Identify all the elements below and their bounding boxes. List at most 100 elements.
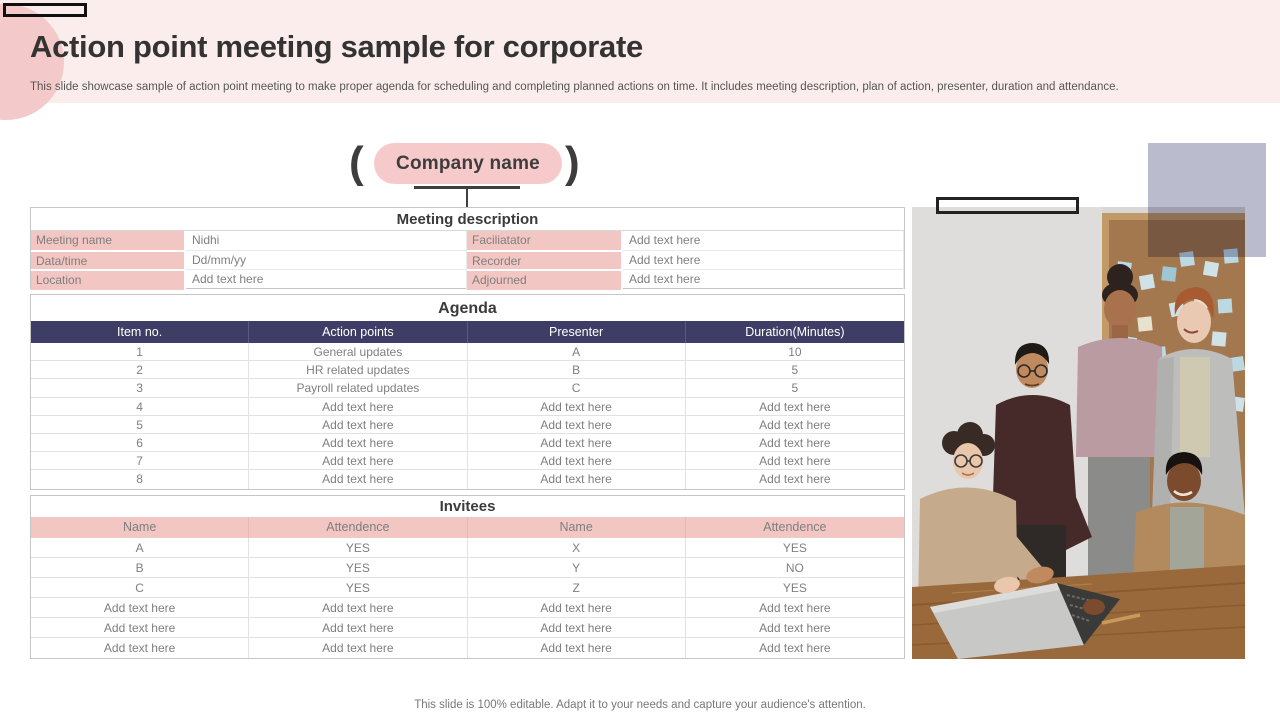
cell[interactable]: Add text here	[249, 470, 468, 489]
lavender-overlay-square	[1148, 143, 1266, 257]
agenda-column-header-row: Item no. Action points Presenter Duratio…	[31, 321, 904, 343]
cell[interactable]: Add text here	[759, 454, 831, 469]
table-row: C YES Z YES	[31, 577, 904, 598]
company-name-placeholder[interactable]: Company name	[374, 143, 562, 184]
table-row: 8 Add text here Add text here Add text h…	[31, 470, 904, 489]
cell: Y	[468, 557, 686, 578]
md-label: Recorder	[467, 250, 623, 271]
column-header: Name	[31, 516, 250, 538]
cell[interactable]: Add text here	[468, 617, 686, 638]
cell: 2	[31, 361, 250, 380]
cell[interactable]: Add text here	[31, 617, 250, 638]
cell[interactable]: Add text here	[468, 452, 686, 471]
table-row: A YES X YES	[31, 537, 904, 558]
cell[interactable]: Add text here	[759, 600, 831, 615]
cell: C	[31, 577, 250, 598]
table-row: B YES Y NO	[31, 557, 904, 578]
column-header: Name	[468, 516, 686, 538]
cell: A	[468, 343, 686, 362]
cell: B	[468, 361, 686, 380]
md-value[interactable]: Add text here	[186, 269, 467, 290]
cell: YES	[249, 557, 468, 578]
table-row: 3 Payroll related updates C 5	[31, 379, 904, 398]
cell[interactable]: Add text here	[249, 415, 468, 434]
cell[interactable]: Add text here	[468, 637, 686, 659]
cell[interactable]: Add text here	[249, 597, 468, 618]
table-row: 1 General updates A 10	[31, 343, 904, 362]
md-value[interactable]: Add text here	[623, 269, 904, 290]
cell: 3	[31, 379, 250, 398]
md-label: Location	[31, 269, 186, 290]
connector-vertical-line	[466, 186, 468, 208]
team-photo	[912, 207, 1245, 659]
invitees-section: Invitees Name Attendence Name Attendence…	[30, 494, 905, 660]
meeting-description-section: Meeting description Meeting name Nidhi F…	[30, 207, 905, 290]
cell: X	[468, 537, 686, 558]
page-title: Action point meeting sample for corporat…	[30, 29, 643, 64]
footer-note: This slide is 100% editable. Adapt it to…	[414, 699, 866, 711]
column-header: Attendence	[763, 519, 827, 534]
table-row: 5 Add text here Add text here Add text h…	[31, 415, 904, 434]
cell: Payroll related updates	[249, 379, 468, 398]
cell: 5	[791, 381, 799, 396]
agenda-header: Agenda	[438, 300, 497, 317]
cell[interactable]: Add text here	[759, 472, 831, 487]
cell[interactable]: Add text here	[249, 433, 468, 453]
cell[interactable]: Add text here	[31, 637, 250, 659]
cell: YES	[782, 540, 807, 555]
cell: 10	[788, 345, 802, 359]
md-label: Data/time	[31, 250, 186, 271]
table-row: 7 Add text here Add text here Add text h…	[31, 452, 904, 471]
cell: NO	[785, 560, 804, 575]
cell: 5	[31, 415, 250, 434]
left-parenthesis: (	[349, 138, 364, 187]
column-header: Duration(Minutes)	[745, 325, 845, 339]
cell[interactable]: Add text here	[249, 637, 468, 659]
cell: General updates	[249, 343, 468, 362]
header-band	[0, 0, 1280, 103]
tables-container: Meeting description Meeting name Nidhi F…	[30, 207, 905, 660]
laptop	[930, 583, 1120, 659]
md-value[interactable]: Add text here	[623, 250, 904, 271]
cell: 5	[791, 363, 799, 378]
cell[interactable]: Add text here	[468, 415, 686, 434]
cell[interactable]: Add text here	[468, 433, 686, 453]
cell[interactable]: Add text here	[759, 399, 831, 414]
column-header: Item no.	[31, 321, 250, 343]
cell: C	[468, 379, 686, 398]
cell[interactable]: Add text here	[468, 597, 686, 618]
cell[interactable]: Add text here	[31, 597, 250, 618]
team-photo-illustration	[912, 207, 1245, 659]
cell[interactable]: Add text here	[249, 397, 468, 416]
cell: YES	[249, 537, 468, 558]
cell: 7	[31, 452, 250, 471]
cell: 4	[31, 397, 250, 416]
table-row: Add text here Add text here Add text her…	[31, 637, 904, 659]
cell: HR related updates	[249, 361, 468, 380]
table-row: 4 Add text here Add text here Add text h…	[31, 397, 904, 416]
top-left-outline-rect	[3, 3, 87, 17]
table-row: Data/time Dd/mm/yy Recorder Add text her…	[31, 250, 904, 271]
cell[interactable]: Add text here	[759, 417, 831, 432]
cell[interactable]: Add text here	[468, 397, 686, 416]
photo-outline-rect	[936, 197, 1079, 214]
cell[interactable]: Add text here	[759, 435, 831, 450]
cell: 8	[31, 470, 250, 489]
table-row: 2 HR related updates B 5	[31, 361, 904, 380]
cell[interactable]: Add text here	[468, 470, 686, 489]
column-header: Presenter	[468, 321, 686, 343]
cell[interactable]: Add text here	[249, 452, 468, 471]
table-row: Add text here Add text here Add text her…	[31, 597, 904, 618]
md-value: Nidhi	[186, 231, 467, 250]
md-value[interactable]: Add text here	[623, 231, 904, 250]
cell: 6	[31, 433, 250, 453]
cell[interactable]: Add text here	[249, 617, 468, 638]
table-row: Add text here Add text here Add text her…	[31, 617, 904, 638]
cell: B	[31, 557, 250, 578]
meeting-description-header: Meeting description	[31, 208, 904, 231]
person-curly-woman	[918, 422, 1042, 607]
cell[interactable]: Add text here	[759, 640, 831, 655]
table-row: Location Add text here Adjourned Add tex…	[31, 269, 904, 290]
cell[interactable]: Add text here	[759, 620, 831, 635]
